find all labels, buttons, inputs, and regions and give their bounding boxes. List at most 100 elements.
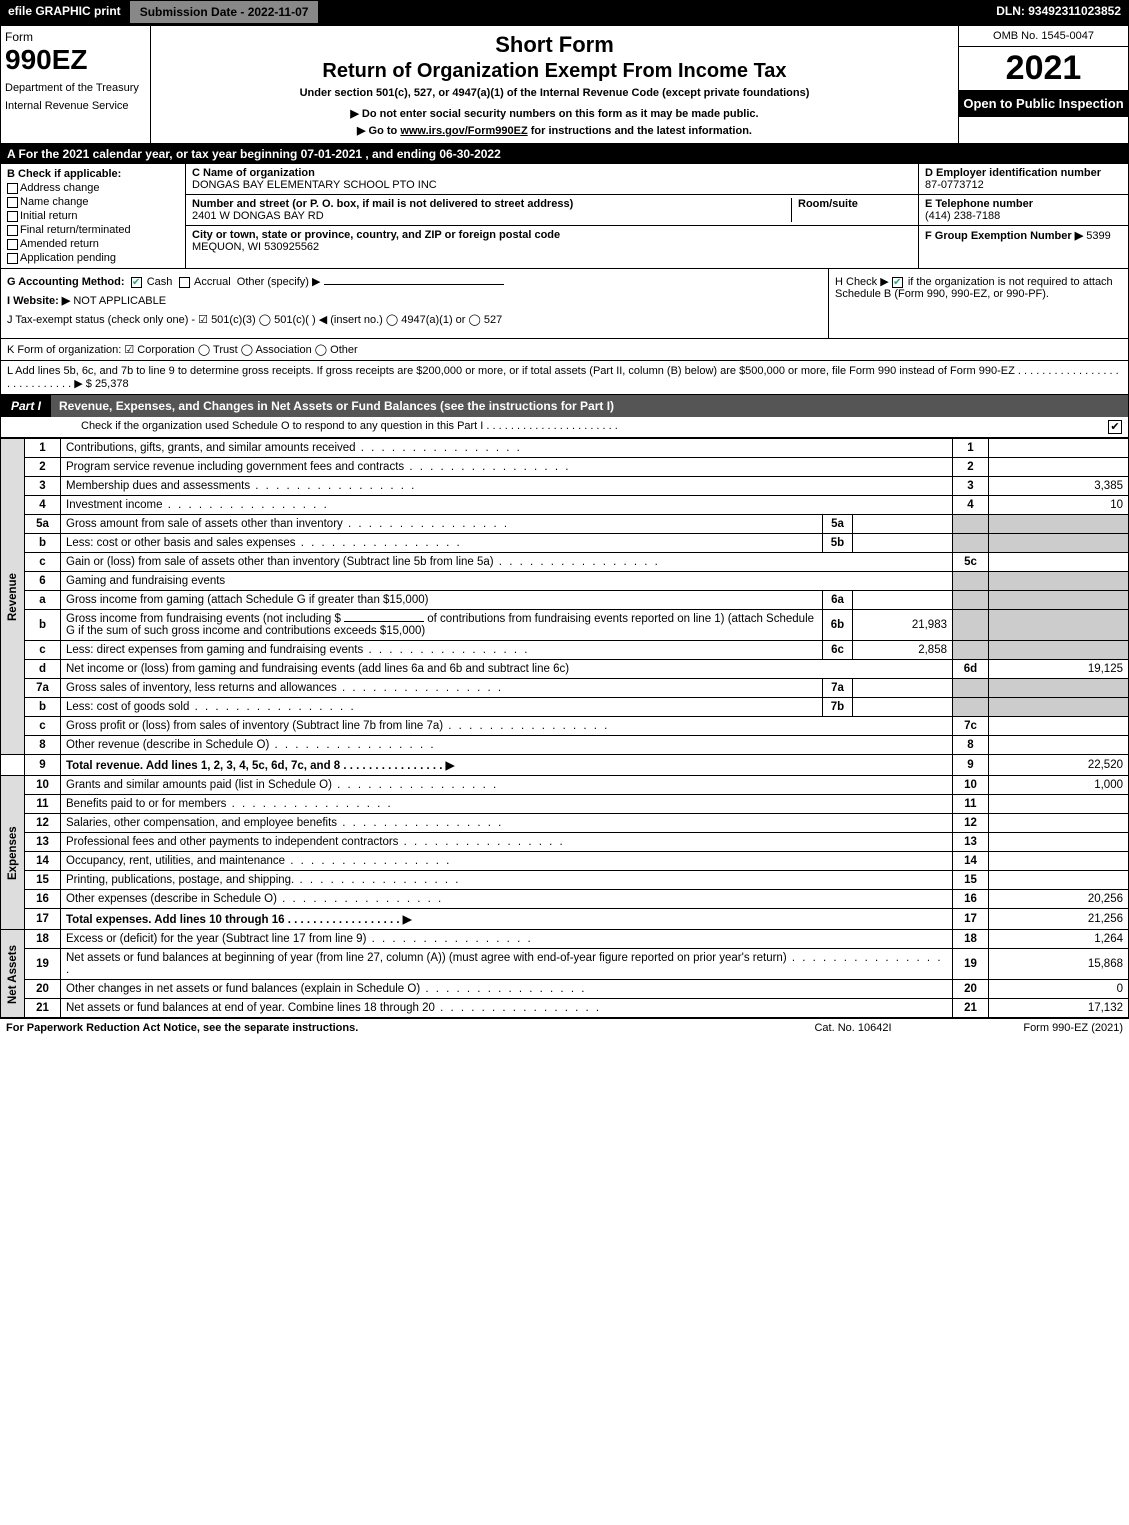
line-12: 12 Salaries, other compensation, and emp…	[1, 814, 1129, 833]
city-row: City or town, state or province, country…	[186, 226, 918, 256]
top-bar: efile GRAPHIC print Submission Date - 20…	[0, 0, 1129, 24]
footer-form: Form 990-EZ (2021)	[943, 1022, 1123, 1034]
footer-cat: Cat. No. 10642I	[763, 1022, 943, 1034]
col-gijk: G Accounting Method: Cash Accrual Other …	[1, 269, 828, 338]
line-21: 21 Net assets or fund balances at end of…	[1, 999, 1129, 1018]
part1-label: Part I	[1, 395, 51, 417]
expenses-side-label: Expenses	[1, 776, 25, 930]
chk-amended-return[interactable]: Amended return	[7, 238, 179, 250]
note2-pre: ▶ Go to	[357, 125, 400, 137]
6b-blank[interactable]	[344, 621, 424, 622]
line-5a: 5a Gross amount from sale of assets othe…	[1, 515, 1129, 534]
website-label: I Website: ▶	[7, 295, 70, 307]
line-8: 8 Other revenue (describe in Schedule O)…	[1, 736, 1129, 755]
revenue-side-label: Revenue	[1, 439, 25, 755]
note-ssn: ▶ Do not enter social security numbers o…	[157, 107, 952, 120]
dept-treasury: Department of the Treasury	[5, 82, 146, 94]
submission-date: Submission Date - 2022-11-07	[129, 0, 320, 24]
line-6d: d Net income or (loss) from gaming and f…	[1, 660, 1129, 679]
short-form-title: Short Form	[157, 32, 952, 58]
chk-schedule-b[interactable]	[892, 277, 903, 288]
line-16: 16 Other expenses (describe in Schedule …	[1, 890, 1129, 909]
main-title: Return of Organization Exempt From Incom…	[157, 60, 952, 83]
row-a-tax-year: A For the 2021 calendar year, or tax yea…	[0, 144, 1129, 164]
section-gh: G Accounting Method: Cash Accrual Other …	[0, 269, 1129, 339]
org-name-row: C Name of organization DONGAS BAY ELEMEN…	[186, 164, 918, 195]
line-6: 6 Gaming and fundraising events	[1, 572, 1129, 591]
footer: For Paperwork Reduction Act Notice, see …	[0, 1018, 1129, 1037]
irs-link[interactable]: www.irs.gov/Form990EZ	[400, 125, 527, 137]
chk-cash[interactable]	[131, 277, 142, 288]
line-1: Revenue 1 Contributions, gifts, grants, …	[1, 439, 1129, 458]
org-name-h: C Name of organization	[192, 167, 315, 179]
street-value: 2401 W DONGAS BAY RD	[192, 210, 324, 222]
phone-value: (414) 238-7188	[925, 210, 1000, 222]
line-7b: b Less: cost of goods sold 7b	[1, 698, 1129, 717]
form-header: Form 990EZ Department of the Treasury In…	[0, 24, 1129, 144]
org-name: DONGAS BAY ELEMENTARY SCHOOL PTO INC	[192, 179, 437, 191]
chk-final-return[interactable]: Final return/terminated	[7, 224, 179, 236]
group-value: 5399	[1086, 230, 1110, 242]
h-text1: H Check ▶	[835, 276, 889, 288]
street-h: Number and street (or P. O. box, if mail…	[192, 198, 573, 210]
chk-application-pending[interactable]: Application pending	[7, 252, 179, 264]
section-bcdef: B Check if applicable: Address change Na…	[0, 164, 1129, 269]
line-2: 2 Program service revenue including gove…	[1, 458, 1129, 477]
box-g: G Accounting Method: Cash Accrual Other …	[7, 275, 822, 288]
chk-accrual[interactable]	[179, 277, 190, 288]
subtitle: Under section 501(c), 527, or 4947(a)(1)…	[157, 87, 952, 99]
line-17: 17 Total expenses. Add lines 10 through …	[1, 909, 1129, 930]
line-11: 11 Benefits paid to or for members 11	[1, 795, 1129, 814]
line-4: 4 Investment income 4 10	[1, 496, 1129, 515]
line-9: 9 Total revenue. Add lines 1, 2, 3, 4, 5…	[1, 755, 1129, 776]
g-label: G Accounting Method:	[7, 276, 125, 288]
box-k: K Form of organization: ☑ Corporation ◯ …	[0, 339, 1129, 361]
ein-value: 87-0773712	[925, 179, 984, 191]
box-j: J Tax-exempt status (check only one) - ☑…	[7, 313, 822, 326]
phone-row: E Telephone number (414) 238-7188	[919, 195, 1128, 226]
chk-initial-return[interactable]: Initial return	[7, 210, 179, 222]
line-3: 3 Membership dues and assessments 3 3,38…	[1, 477, 1129, 496]
header-left: Form 990EZ Department of the Treasury In…	[1, 26, 151, 143]
box-def: D Employer identification number 87-0773…	[918, 164, 1128, 268]
line-20: 20 Other changes in net assets or fund b…	[1, 980, 1129, 999]
tax-year: 2021	[959, 47, 1128, 90]
box-l: L Add lines 5b, 6c, and 7b to line 9 to …	[0, 361, 1129, 395]
dln-label: DLN: 93492311023852	[988, 0, 1129, 24]
box-i: I Website: ▶ NOT APPLICABLE	[7, 294, 822, 307]
part1-sub-text: Check if the organization used Schedule …	[81, 420, 1108, 434]
box-c: C Name of organization DONGAS BAY ELEMEN…	[186, 164, 918, 268]
form-number: 990EZ	[5, 44, 146, 76]
open-inspection: Open to Public Inspection	[959, 90, 1128, 117]
chk-schedule-o[interactable]: ✔	[1108, 420, 1122, 434]
ein-row: D Employer identification number 87-0773…	[919, 164, 1128, 195]
line-10: Expenses 10 Grants and similar amounts p…	[1, 776, 1129, 795]
room-h: Room/suite	[798, 198, 858, 210]
top-spacer	[319, 0, 988, 24]
line-13: 13 Professional fees and other payments …	[1, 833, 1129, 852]
footer-left: For Paperwork Reduction Act Notice, see …	[6, 1022, 763, 1034]
box-b-label: B Check if applicable:	[7, 168, 179, 180]
part1-sub: Check if the organization used Schedule …	[0, 417, 1129, 438]
line-18: Net Assets 18 Excess or (deficit) for th…	[1, 930, 1129, 949]
city-value: MEQUON, WI 530925562	[192, 241, 319, 253]
ein-h: D Employer identification number	[925, 167, 1101, 179]
line-7c: c Gross profit or (loss) from sales of i…	[1, 717, 1129, 736]
other-specify-line[interactable]	[324, 284, 504, 285]
dept-irs: Internal Revenue Service	[5, 100, 146, 112]
street-row: Number and street (or P. O. box, if mail…	[186, 195, 918, 226]
line-14: 14 Occupancy, rent, utilities, and maint…	[1, 852, 1129, 871]
group-h: F Group Exemption Number ▶	[925, 230, 1083, 242]
note-link: ▶ Go to www.irs.gov/Form990EZ for instru…	[157, 124, 952, 137]
efile-label[interactable]: efile GRAPHIC print	[0, 0, 129, 24]
line-6c: c Less: direct expenses from gaming and …	[1, 641, 1129, 660]
omb-number: OMB No. 1545-0047	[959, 26, 1128, 47]
part1-title: Revenue, Expenses, and Changes in Net As…	[51, 395, 1128, 417]
website-value: NOT APPLICABLE	[73, 295, 166, 307]
city-h: City or town, state or province, country…	[192, 229, 560, 241]
chk-address-change[interactable]: Address change	[7, 182, 179, 194]
line-19: 19 Net assets or fund balances at beginn…	[1, 949, 1129, 980]
chk-name-change[interactable]: Name change	[7, 196, 179, 208]
line-15: 15 Printing, publications, postage, and …	[1, 871, 1129, 890]
part1-table: Revenue 1 Contributions, gifts, grants, …	[0, 438, 1129, 1018]
